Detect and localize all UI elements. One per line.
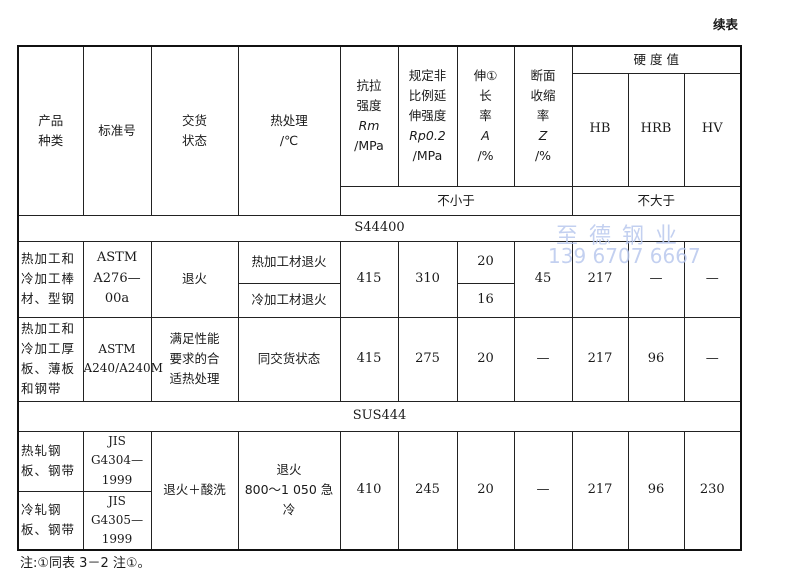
header-max: 不大于 [571, 185, 742, 216]
properties-table: 产品 种类 标准号 交货 状态 热处理/℃ 抗拉 强度 Rm/MPa 规定非 比例延 伸强度… [17, 45, 743, 552]
rm-cell: 410 [339, 430, 399, 551]
heat-cell: 热加工材退火 [237, 240, 341, 284]
product-cell: 热加工和冷加工厚板、薄板和钢带 [17, 316, 84, 402]
header-hv: HV [683, 72, 742, 187]
header-yield: 规定非 比例延 伸强度 Rp0.2/MPa [397, 45, 458, 187]
continued-label: 续表 [712, 17, 738, 32]
hb-cell: 217 [571, 430, 629, 551]
z-cell: — [513, 316, 573, 402]
watermark-name: 至 德 钢 业 [556, 224, 679, 249]
hv-cell: — [683, 240, 742, 318]
rp-cell: 275 [397, 316, 458, 402]
header-reduction: 断面 收缩率 Z/% [513, 45, 573, 187]
z-cell: — [513, 430, 573, 551]
header-product: 产品 种类 [17, 45, 84, 216]
a-cell: 20 [456, 430, 515, 551]
rp-cell: 245 [397, 430, 458, 551]
standard-cell: JIS G4304—1999 [82, 430, 152, 492]
hrb-cell: — [627, 240, 685, 318]
a-cell: 16 [456, 282, 515, 318]
heat-cell: 同交货状态 [237, 316, 341, 402]
hv-cell: — [683, 316, 742, 402]
a-cell: 20 [456, 240, 515, 284]
header-tensile: 抗拉 强度 Rm/MPa [339, 45, 399, 187]
header-elongation: 伸① 长率 A/% [456, 45, 515, 187]
hv-cell: 230 [683, 430, 742, 551]
rm-cell: 415 [339, 316, 399, 402]
product-cell: 冷轧钢板、钢带 [17, 490, 84, 551]
z-cell: 45 [513, 240, 573, 318]
header-delivery: 交货 状态 [150, 45, 239, 216]
hrb-cell: 96 [627, 430, 685, 551]
product-cell: 热加工和冷加工棒材、型钢 [17, 240, 84, 318]
watermark-phone: 139 6707 6667 [548, 244, 701, 268]
heat-cell: 冷加工材退火 [237, 282, 341, 318]
delivery-cell: 退火＋酸洗 [150, 430, 239, 551]
header-hardness: 硬 度 值 [571, 45, 742, 74]
header-hb: HB [571, 72, 629, 187]
hb-cell: 217 [571, 316, 629, 402]
standard-cell: ASTM A276—00a [82, 240, 152, 318]
a-cell: 20 [456, 316, 515, 402]
header-heat: 热处理/℃ [237, 45, 341, 216]
rp-cell: 310 [397, 240, 458, 318]
product-cell: 热轧钢板、钢带 [17, 430, 84, 492]
footnote: 注:①同表 3－2 注①。 [20, 556, 151, 571]
header-min: 不小于 [339, 185, 573, 216]
standard-cell: ASTM A240/A240M [82, 316, 163, 402]
rm-cell: 415 [339, 240, 399, 318]
header-hrb: HRB [627, 72, 685, 187]
standard-cell: JIS G4305—1999 [82, 490, 152, 551]
heat-cell: 退火 800～1 050 急冷 [237, 430, 341, 551]
header-standard: 标准号 [82, 45, 152, 216]
delivery-cell: 满足性能 要求的合 适热处理 [150, 316, 239, 402]
delivery-cell: 退火 [150, 240, 239, 318]
grade-row: SUS444 [17, 400, 742, 432]
hrb-cell: 96 [627, 316, 685, 402]
